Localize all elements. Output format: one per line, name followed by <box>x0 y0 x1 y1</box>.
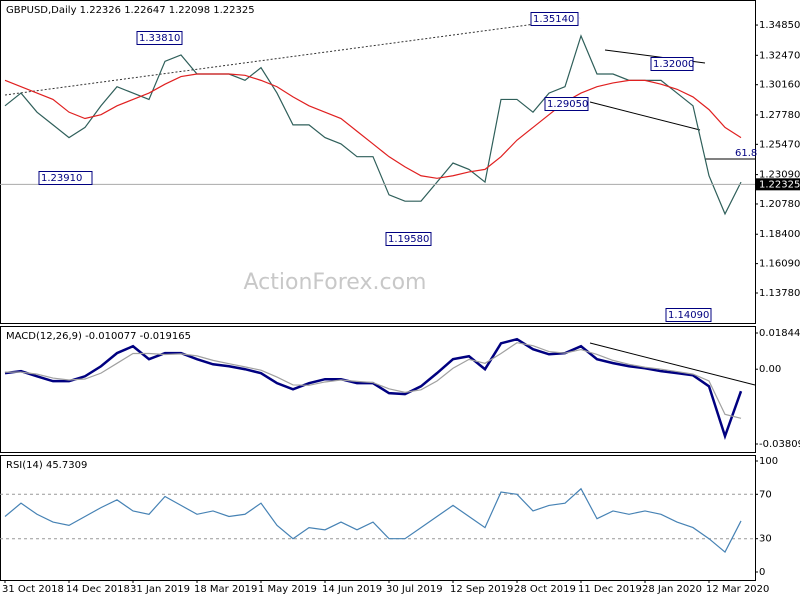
y-tick-label: 70 <box>759 489 772 500</box>
indicator-title: RSI(14) 45.7309 <box>6 460 87 471</box>
annotation-label: 61.8 <box>735 148 757 159</box>
annotation-label: 1.35140 <box>533 14 574 25</box>
annotation-box <box>665 308 712 322</box>
y-tick-label: 100 <box>759 456 778 467</box>
chart-title: GBPUSD,Daily 1.22326 1.22647 1.22098 1.2… <box>6 5 255 16</box>
x-tick-label: 12 Mar 2020 <box>706 584 769 595</box>
annotation-label: 1.23910 <box>41 173 82 184</box>
y-tick-label: 1.32470 <box>759 50 800 61</box>
x-tick-label: 28 Oct 2019 <box>514 584 576 595</box>
y-tick-label: 30 <box>759 534 772 545</box>
annotation-box <box>38 171 93 185</box>
watermark: ActionForex.com <box>244 270 427 295</box>
y-tick-label: 1.16090 <box>759 259 800 270</box>
x-tick-label: 31 Oct 2018 <box>2 584 64 595</box>
x-tick-label: 12 Sep 2019 <box>450 584 513 595</box>
annotation-label: 1.29050 <box>547 99 588 110</box>
series-line <box>4 487 742 553</box>
y-tick-label: 1.27780 <box>759 110 800 121</box>
last-price-label: 1.22325 <box>759 179 800 190</box>
annotation-label: 1.14090 <box>668 310 709 321</box>
channel-line <box>589 101 701 131</box>
series-line <box>4 73 742 179</box>
y-tick-label: 0.018442 <box>759 328 800 339</box>
x-tick-label: 28 Jan 2020 <box>642 584 702 595</box>
trend-line <box>4 17 581 96</box>
indicator-title: MACD(12,26,9) -0.010077 -0.019165 <box>6 331 191 342</box>
annotation-label: 1.32000 <box>653 59 694 70</box>
y-tick-label: 1.30160 <box>759 80 800 91</box>
x-tick-label: 30 Jul 2019 <box>386 584 443 595</box>
y-tick-label: 1.25470 <box>759 139 800 150</box>
y-tick-label: 1.18400 <box>759 229 800 240</box>
x-tick-label: 31 Jan 2019 <box>130 584 190 595</box>
y-tick-label: 0 <box>759 567 765 578</box>
y-tick-label: 0.00 <box>759 364 781 375</box>
x-tick-label: 11 Dec 2019 <box>578 584 642 595</box>
y-tick-label: -0.038095 <box>759 439 800 450</box>
annotation-box <box>544 97 589 111</box>
annotation-box <box>530 12 579 26</box>
annotation-label: 1.33810 <box>139 33 180 44</box>
last-price-box <box>756 178 800 191</box>
x-tick-label: 14 Dec 2018 <box>66 584 130 595</box>
panel-frame <box>0 0 756 324</box>
annotation-box <box>385 232 432 246</box>
annotation-box <box>650 57 694 71</box>
annotation-box <box>136 31 183 45</box>
series-line <box>4 34 742 216</box>
panel-frame <box>0 455 756 581</box>
y-tick-label: 1.20780 <box>759 199 800 210</box>
annotation-label: 1.19580 <box>388 234 429 245</box>
y-tick-label: 1.13780 <box>759 288 800 299</box>
panel-frame <box>0 326 756 453</box>
x-tick-label: 18 Mar 2019 <box>194 584 257 595</box>
x-tick-label: 1 May 2019 <box>258 584 317 595</box>
y-tick-label: 1.34850 <box>759 20 800 31</box>
series-line <box>5 342 742 419</box>
trend-line <box>589 342 756 386</box>
x-tick-label: 14 Jun 2019 <box>322 584 382 595</box>
y-tick-label: 1.23090 <box>759 170 800 181</box>
